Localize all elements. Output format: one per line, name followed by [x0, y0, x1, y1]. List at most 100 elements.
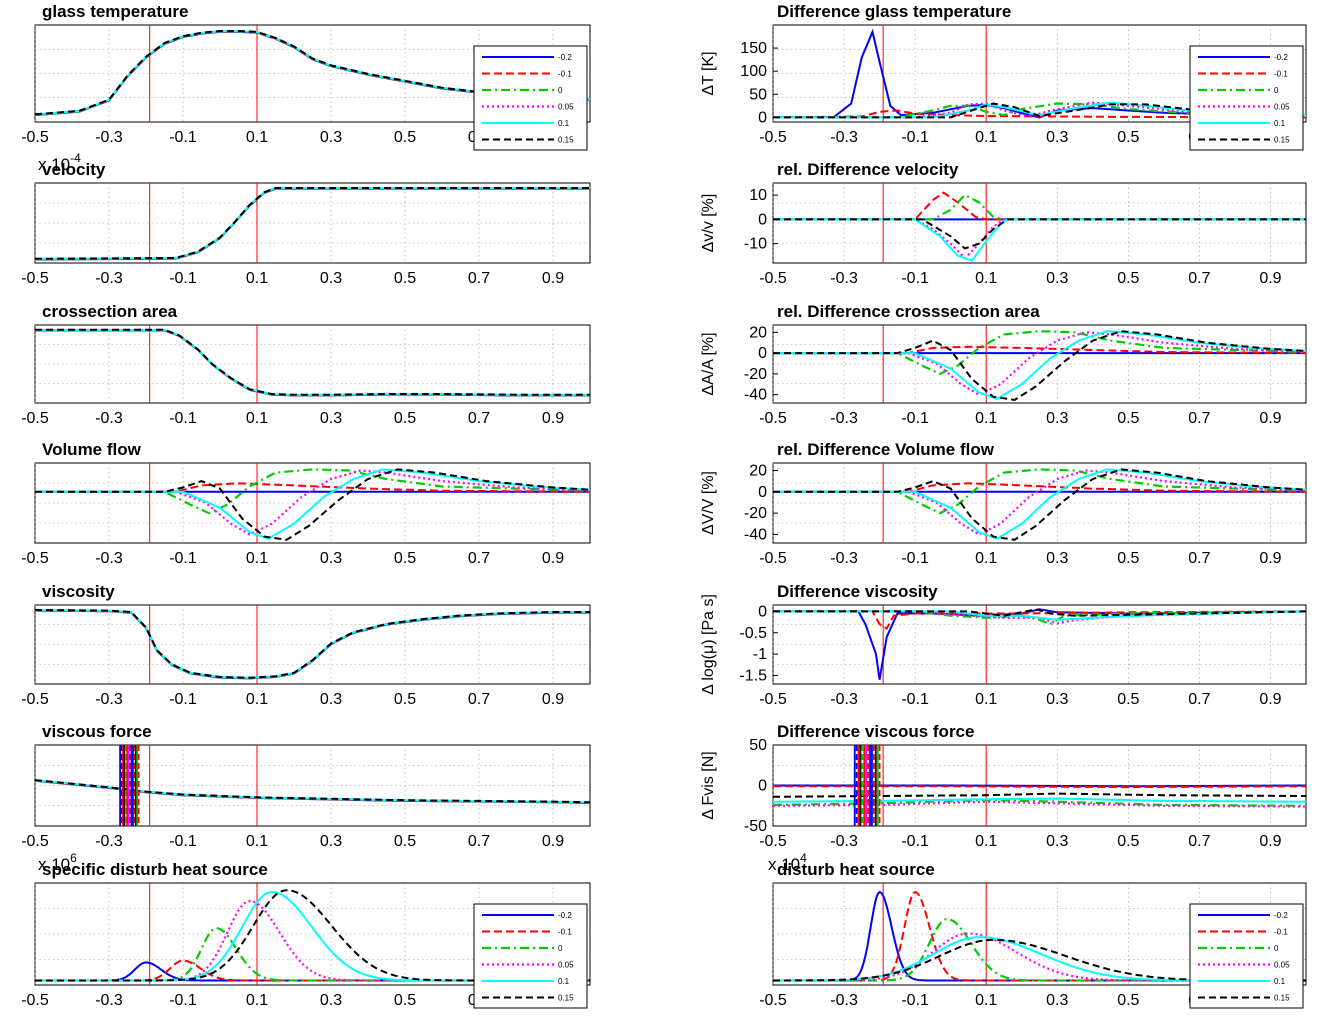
y-tick-label: -10 [744, 236, 767, 253]
x-tick-label: 0.7 [468, 270, 490, 287]
series-line-0.1 [773, 330, 1306, 400]
legend-label: -0.1 [1274, 928, 1288, 937]
series-line-0.15 [35, 328, 590, 396]
legend-label: 0.05 [1274, 103, 1290, 112]
x-tick-label: -0.1 [901, 129, 929, 146]
x-tick-label: -0.3 [830, 833, 858, 850]
series-line-0.15 [773, 608, 1306, 617]
x-tick-label: -0.3 [830, 992, 858, 1009]
series-line-0.15 [773, 792, 1306, 798]
chart-title: rel. Difference crosssection area [777, 302, 1040, 321]
x-tick-label: 0.1 [975, 992, 997, 1009]
x-tick-label: 0.5 [1117, 691, 1139, 708]
y-tick-label: -40 [744, 526, 767, 543]
multiplier-exponent: -4 [70, 151, 81, 165]
legend-label: -0.1 [558, 70, 572, 79]
series-group [35, 608, 590, 680]
legend-box [1189, 903, 1304, 1009]
x-tick-label: 0.3 [1046, 129, 1068, 146]
y-tick-label: -20 [744, 505, 767, 522]
legend-label: 0.1 [1274, 977, 1286, 986]
x-tick-label: 0.7 [468, 691, 490, 708]
series-group [35, 745, 590, 826]
x-tick-label: 0.5 [394, 129, 416, 146]
x-tick-label: -0.5 [21, 691, 49, 708]
x-tick-label: 0.1 [975, 270, 997, 287]
legend-label: -0.1 [1274, 70, 1288, 79]
x-tick-label: 0.3 [1046, 992, 1068, 1009]
x-tick-label: 0.7 [1188, 270, 1210, 287]
x-tick-label: 0.9 [542, 270, 564, 287]
legend-label: 0 [1274, 86, 1279, 95]
x-tick-label: 0.1 [246, 833, 268, 850]
x-tick-label: 0.5 [1117, 550, 1139, 567]
x-tick-label: 0.7 [468, 833, 490, 850]
series-group [773, 191, 1306, 262]
x-tick-label: 0.1 [246, 270, 268, 287]
x-tick-label: -0.5 [21, 992, 49, 1009]
x-tick-label: 0.3 [1046, 270, 1068, 287]
x-tick-label: 0.9 [1259, 833, 1281, 850]
x-tick-label: 0.9 [1259, 270, 1281, 287]
legend-label: 0.05 [558, 961, 574, 970]
legend-label: 0 [558, 86, 563, 95]
plot-frame [34, 462, 591, 544]
series-group [773, 745, 1306, 826]
y-tick-label: -1 [753, 646, 767, 663]
y-tick-label: 0 [758, 778, 767, 795]
x-tick-label: 0.3 [1046, 833, 1068, 850]
y-tick-label: 0 [758, 109, 767, 126]
x-tick-label: -0.5 [759, 550, 787, 567]
chart-title: rel. Difference Volume flow [777, 440, 995, 459]
series-group [773, 608, 1306, 680]
series-line-0.1 [35, 468, 590, 540]
legend-label: -0.1 [558, 928, 572, 937]
chart-title: crossection area [42, 302, 178, 321]
series-line--0.1 [773, 610, 1306, 630]
chart-viscous-force: -0.5 -0.3 -0.1 0.1 0.3 0.5 0.7 0.9 viscous force [21, 722, 591, 850]
x-tick-label: -0.5 [21, 129, 49, 146]
x-tick-label: 0.5 [1117, 833, 1139, 850]
x-tick-label: 0.9 [1259, 691, 1281, 708]
legend: -0.2 -0.1 0 0.05 0.1 0.15 [1189, 903, 1304, 1009]
chart-volume-flow: -0.5 -0.3 -0.1 0.1 0.3 0.5 0.7 0.9 Volume flow [21, 440, 591, 567]
x-tick-label: -0.5 [759, 992, 787, 1009]
x-tick-label: 0.5 [394, 992, 416, 1009]
x-tick-label: 0.3 [320, 550, 342, 567]
x-tick-label: -0.3 [830, 270, 858, 287]
legend-label: 0.05 [1274, 961, 1290, 970]
x-tick-label: 0.5 [1117, 992, 1139, 1009]
series-group [35, 468, 590, 541]
x-tick-label: -0.5 [759, 270, 787, 287]
series-line-0.1 [773, 468, 1306, 540]
x-tick-label: 0.5 [1117, 410, 1139, 427]
chart-viscosity: -0.5 -0.3 -0.1 0.1 0.3 0.5 0.7 0.9 viscosity [21, 582, 591, 708]
y-tick-label: -20 [744, 366, 767, 383]
x-tick-label: -0.3 [95, 691, 123, 708]
x-tick-label: -0.3 [830, 410, 858, 427]
y-axis-label: ΔT [K] [700, 51, 717, 95]
x-tick-label: 0.3 [320, 270, 342, 287]
x-tick-label: -0.5 [21, 270, 49, 287]
series-group [773, 468, 1306, 541]
series-line-0.05 [35, 469, 590, 536]
series-group [773, 28, 1306, 119]
plot-frame [34, 182, 591, 264]
x-tick-label: 0.1 [975, 691, 997, 708]
legend-box [473, 903, 588, 1009]
x-tick-label: -0.1 [169, 270, 197, 287]
chart-title: viscous force [42, 722, 152, 741]
x-tick-label: 0.9 [542, 691, 564, 708]
axis-multiplier: x 104 [768, 851, 807, 874]
series-group [773, 330, 1306, 401]
x-tick-label: -0.3 [95, 129, 123, 146]
x-tick-label: 0.7 [1188, 550, 1210, 567]
series-line--0.1 [773, 191, 1306, 221]
chart-title: Difference viscosity [777, 582, 938, 601]
x-tick-label: -0.5 [759, 410, 787, 427]
y-tick-label: 20 [749, 462, 767, 479]
x-tick-label: -0.1 [901, 691, 929, 708]
chart-disturb-heat-source: -0.5-0.3-0.10.10.30.50.70.9disturb heat … [759, 851, 1307, 1009]
chart-difference-viscosity: -0.5 -0.3 -0.1 0.1 0.3 0.5 0.7 0.9 -1.5 -1 -0.5 0 Di… [700, 582, 1307, 708]
series-line-0.15 [773, 218, 1306, 250]
